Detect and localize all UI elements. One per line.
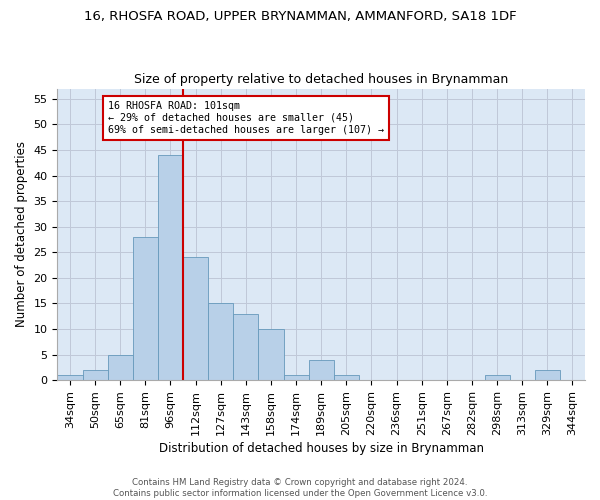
Text: 16 RHOSFA ROAD: 101sqm
← 29% of detached houses are smaller (45)
69% of semi-det: 16 RHOSFA ROAD: 101sqm ← 29% of detached…	[107, 102, 383, 134]
Bar	[83, 370, 107, 380]
Bar	[158, 155, 183, 380]
Text: 16, RHOSFA ROAD, UPPER BRYNAMMAN, AMMANFORD, SA18 1DF: 16, RHOSFA ROAD, UPPER BRYNAMMAN, AMMANF…	[83, 10, 517, 23]
Text: Contains HM Land Registry data © Crown copyright and database right 2024.
Contai: Contains HM Land Registry data © Crown c…	[113, 478, 487, 498]
Bar	[308, 360, 334, 380]
Bar	[535, 370, 560, 380]
Bar	[107, 354, 133, 380]
Bar	[58, 375, 83, 380]
Bar	[334, 375, 359, 380]
Bar	[485, 375, 509, 380]
Bar	[233, 314, 259, 380]
Bar	[284, 375, 308, 380]
Y-axis label: Number of detached properties: Number of detached properties	[15, 142, 28, 328]
Bar	[133, 237, 158, 380]
Bar	[259, 329, 284, 380]
Bar	[208, 304, 233, 380]
X-axis label: Distribution of detached houses by size in Brynamman: Distribution of detached houses by size …	[159, 442, 484, 455]
Title: Size of property relative to detached houses in Brynamman: Size of property relative to detached ho…	[134, 73, 508, 86]
Bar	[183, 258, 208, 380]
